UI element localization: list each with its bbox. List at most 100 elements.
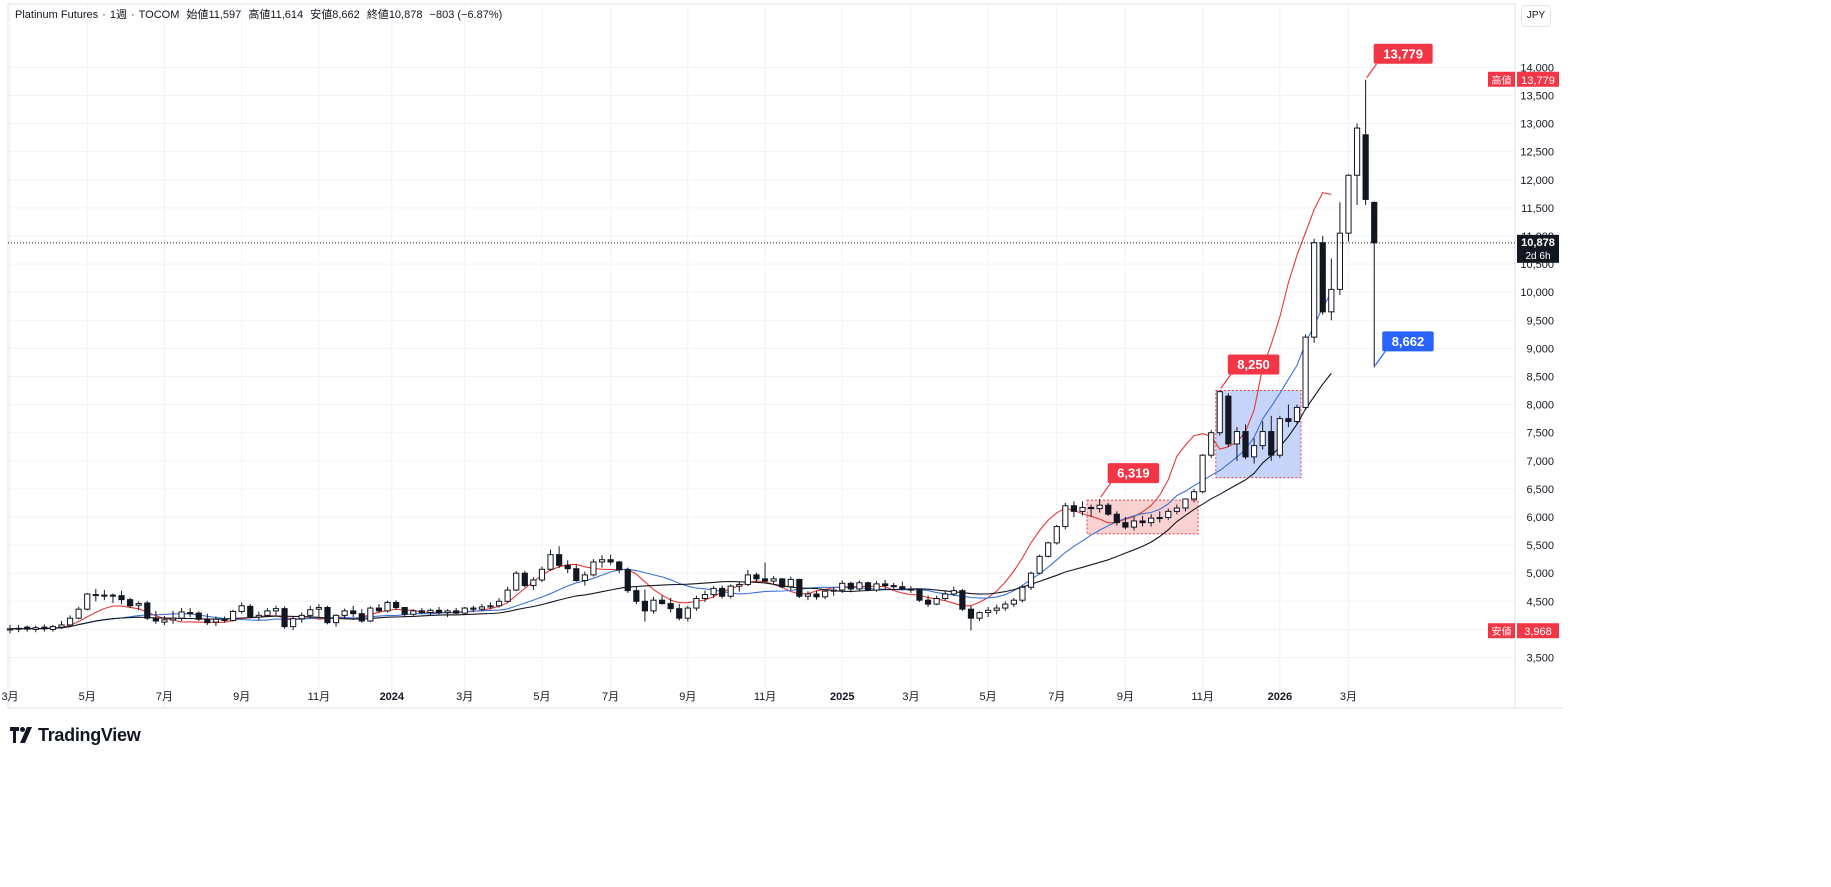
candle bbox=[41, 624, 48, 632]
candle bbox=[135, 601, 142, 611]
candle-body-up bbox=[547, 554, 554, 570]
x-tick-label: 7月 bbox=[1048, 691, 1065, 703]
candle-body-down bbox=[658, 599, 666, 605]
y-tick-label: 13,000 bbox=[1520, 119, 1554, 131]
candle bbox=[1165, 508, 1172, 520]
exchange: TOCOM bbox=[138, 9, 180, 21]
candle bbox=[161, 615, 168, 625]
candle-body-down bbox=[1268, 431, 1275, 456]
x-tick-label: 3月 bbox=[1, 691, 18, 703]
candle-body-down bbox=[1139, 520, 1146, 524]
candle-body-down bbox=[152, 617, 159, 622]
candle-body-down bbox=[187, 612, 194, 615]
candle bbox=[32, 625, 39, 633]
symbol-header: Platinum Futures · 1週 · TOCOM 始値11,597 高値11,… bbox=[15, 9, 503, 21]
candle-body-up bbox=[307, 609, 314, 616]
candle-body-down bbox=[118, 595, 125, 601]
candle-body-down bbox=[847, 582, 854, 590]
candle bbox=[813, 590, 820, 600]
annotation-box bbox=[1107, 463, 1160, 484]
candle-body-up bbox=[1053, 526, 1060, 544]
candle bbox=[667, 597, 674, 613]
candle bbox=[290, 616, 297, 630]
candle-body-up bbox=[985, 609, 992, 614]
candle bbox=[24, 625, 31, 632]
candle-body-down bbox=[573, 568, 580, 582]
y-tick-label: 12,500 bbox=[1520, 147, 1554, 159]
candle-body-up bbox=[590, 561, 597, 576]
candle bbox=[1105, 502, 1112, 516]
candle-body-down bbox=[41, 626, 48, 630]
candle bbox=[144, 600, 151, 620]
candle-body-down bbox=[204, 619, 211, 624]
candle bbox=[1122, 517, 1129, 530]
candle-body-down bbox=[907, 588, 914, 591]
candle-body-up bbox=[367, 607, 374, 622]
x-tick-label: 7月 bbox=[156, 691, 173, 703]
x-tick-label: 5月 bbox=[79, 691, 96, 703]
candle bbox=[264, 608, 271, 618]
candle-body-down bbox=[24, 626, 31, 630]
candle-body-down bbox=[1371, 201, 1378, 244]
candle-body-up bbox=[1036, 555, 1043, 574]
candle bbox=[435, 606, 443, 615]
high-label-box bbox=[1517, 71, 1559, 87]
candle-body-up bbox=[684, 607, 691, 619]
candle bbox=[101, 590, 108, 601]
candle-body-up bbox=[513, 572, 520, 591]
low-label-value: 3,968 bbox=[1524, 626, 1552, 638]
candle-body-down bbox=[470, 607, 477, 610]
candle bbox=[950, 586, 957, 596]
candle bbox=[1087, 504, 1095, 517]
candle bbox=[1362, 79, 1369, 206]
candle bbox=[1173, 504, 1180, 515]
candle bbox=[66, 615, 74, 627]
candle bbox=[15, 624, 22, 633]
candle-body-down bbox=[761, 578, 769, 582]
candle bbox=[1225, 393, 1232, 447]
candle bbox=[933, 595, 940, 606]
candle-body-up bbox=[830, 589, 837, 592]
annotation-label: 6,319 bbox=[1117, 466, 1150, 481]
candle bbox=[1045, 541, 1052, 558]
candle bbox=[641, 589, 649, 622]
candle bbox=[847, 581, 854, 593]
currency-button[interactable]: JPY bbox=[1521, 5, 1551, 27]
candle-body-up bbox=[410, 610, 417, 615]
x-tick-label: 9月 bbox=[1117, 691, 1134, 703]
x-tick-label: 11月 bbox=[754, 691, 776, 703]
candle-body-down bbox=[1285, 418, 1292, 422]
candle-body-down bbox=[1070, 505, 1078, 512]
candle-body-up bbox=[1079, 506, 1086, 512]
candle bbox=[1268, 415, 1275, 461]
candle-body-up bbox=[495, 600, 503, 607]
candle-body-down bbox=[435, 609, 443, 614]
candle-body-up bbox=[178, 611, 185, 619]
y-tick-label: 5,000 bbox=[1526, 568, 1554, 580]
candle bbox=[58, 620, 65, 629]
candle-body-down bbox=[453, 610, 460, 614]
candle bbox=[1113, 511, 1120, 526]
candle-body-down bbox=[1242, 431, 1249, 458]
candle bbox=[367, 606, 374, 623]
interval[interactable]: 1週 bbox=[109, 9, 127, 21]
candle bbox=[221, 616, 228, 623]
candle bbox=[109, 593, 117, 603]
price-chart[interactable]: 13,7798,2506,3198,6623,5004,0004,5005,00… bbox=[0, 0, 1568, 760]
candle-body-up bbox=[1165, 510, 1172, 519]
candle bbox=[573, 564, 580, 582]
symbol-name[interactable]: Platinum Futures bbox=[15, 9, 99, 21]
candle-body-up bbox=[1062, 505, 1069, 528]
tradingview-logo[interactable]: TradingView bbox=[10, 724, 141, 746]
candle bbox=[1190, 488, 1198, 503]
annotation-label: 8,662 bbox=[1392, 334, 1425, 349]
candle-body-down bbox=[556, 554, 563, 566]
y-tick-label: 7,000 bbox=[1526, 456, 1554, 468]
candle-body-up bbox=[976, 612, 983, 619]
candle-body-down bbox=[393, 601, 400, 608]
candle bbox=[607, 554, 614, 565]
candle-body-up bbox=[315, 606, 322, 610]
candle bbox=[976, 611, 983, 621]
candle bbox=[1036, 554, 1043, 575]
candle-body-up bbox=[504, 589, 511, 602]
